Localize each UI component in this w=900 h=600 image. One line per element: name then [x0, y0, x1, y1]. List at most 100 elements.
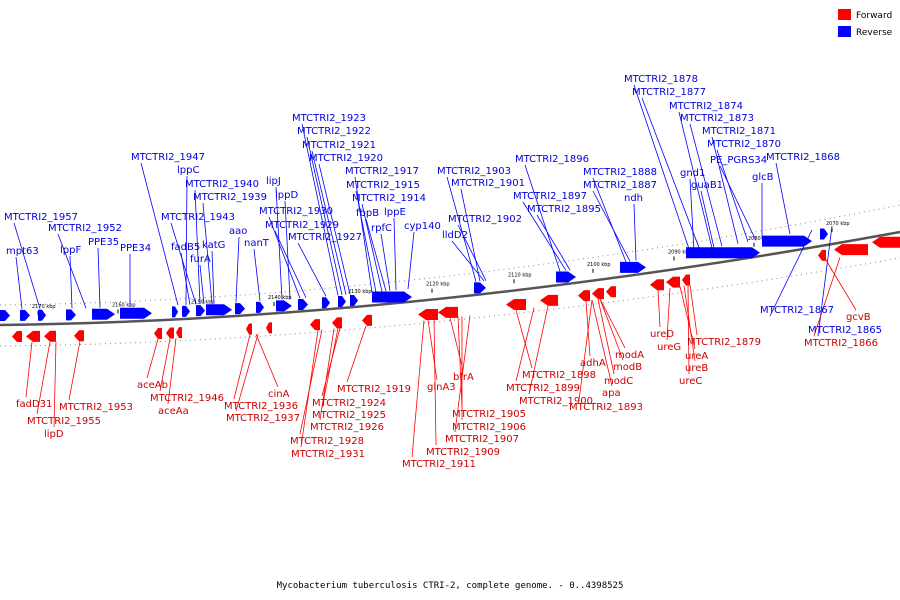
forward-gene-arrow [834, 244, 868, 256]
gene-label-mtctri2-1888: MTCTRI2_1888 [583, 167, 657, 178]
gene-label-lppf: lppF [60, 245, 81, 256]
tick-label: 2110 kbp [508, 272, 532, 278]
reverse-gene-arrow [92, 308, 115, 320]
forward-gene-arrow [682, 274, 690, 286]
forward-gene-arrow [362, 314, 372, 326]
gene-label-mtctri2-1896: MTCTRI2_1896 [515, 154, 589, 165]
leader-line [536, 214, 571, 271]
leader-line [775, 162, 791, 235]
leader-line [301, 123, 339, 296]
leader-line [719, 165, 757, 241]
forward-gene-arrow [872, 236, 900, 248]
leader-line [411, 320, 425, 458]
legend: Forward Reverse [838, 9, 893, 38]
leader-lines [13, 84, 857, 458]
gene-label-mtctri2-1929: MTCTRI2_1929 [265, 220, 339, 231]
gene-label-katg: katG [202, 240, 225, 251]
leader-line [57, 233, 87, 309]
tick-label: 2170 kbp [32, 304, 56, 310]
forward-gene-arrow [154, 328, 162, 340]
reverse-gene-arrow [372, 291, 412, 303]
gene-label-mtctri2-1923: MTCTRI2_1923 [292, 113, 366, 124]
leader-line [68, 341, 81, 401]
gene-label-mtctri2-1953: MTCTRI2_1953 [59, 402, 133, 413]
leader-line [515, 309, 533, 369]
gene-label-mtctri2-1874: MTCTRI2_1874 [669, 101, 743, 112]
forward-gene-arrow [438, 306, 458, 318]
gene-label-fadd31: fadD31 [16, 399, 52, 410]
forward-gene-arrow [74, 330, 84, 342]
gene-label-modb: modB [613, 362, 642, 373]
leader-line [393, 217, 397, 291]
reverse-gene-arrow [0, 309, 10, 321]
leader-line [211, 250, 215, 304]
forward-gene-arrow [540, 294, 558, 306]
gene-label-mtctri2-1900: MTCTRI2_1900 [519, 396, 593, 407]
gene-label-mtctri2-1914: MTCTRI2_1914 [352, 193, 426, 204]
gene-label-mtctri2-1871: MTCTRI2_1871 [702, 126, 776, 137]
gene-label-mtctri2-1879: MTCTRI2_1879 [687, 337, 761, 348]
tick-label: 2080 kbp [748, 236, 772, 242]
leader-line [380, 233, 391, 291]
leader-line [274, 230, 307, 298]
leader-line [202, 202, 213, 304]
leader-line [687, 285, 690, 375]
leader-line [711, 136, 739, 244]
gene-label-mtctri2-1920: MTCTRI2_1920 [309, 153, 383, 164]
forward-gene-arrow [176, 327, 182, 339]
reverse-gene-arrow [196, 305, 205, 317]
gene-label-rpfc: rpfC [371, 223, 392, 234]
reverse-gene-arrow [762, 235, 812, 247]
leader-line [433, 319, 437, 446]
gene-label-mtctri2-1936: MTCTRI2_1936 [224, 401, 298, 412]
gene-labels: MTCTRI2_1957 mpt63 MTCTRI2_1952 lppF PPE35PP… [4, 74, 882, 470]
gene-label-gnd1: gnd1 [680, 168, 705, 179]
leader-line [319, 328, 335, 421]
reverse-gene-arrow [256, 301, 264, 313]
legend-forward-label: Forward [856, 11, 892, 21]
gene-label-mtctri2-1930: MTCTRI2_1930 [259, 206, 333, 217]
forward-gene-arrow [818, 249, 826, 261]
gene-label-mtctri2-1937: MTCTRI2_1937 [226, 413, 300, 424]
leader-line [318, 163, 351, 295]
forward-gene-arrow [578, 290, 590, 302]
leader-line [689, 284, 698, 336]
forward-gene-arrow [506, 299, 526, 311]
leader-line [355, 190, 377, 293]
gene-label-mtctri2-1905: MTCTRI2_1905 [452, 409, 526, 420]
tick-marks: 2170 kbp 2160 kbp 2150 kbp 2140 kbp 2130 kbp… [32, 221, 850, 315]
tick-label: 2090 kbp [668, 249, 692, 255]
gene-label-mtctri2-1955: MTCTRI2_1955 [27, 416, 101, 427]
leader-line [515, 307, 535, 382]
gene-label-mtctri2-1946: MTCTRI2_1946 [150, 393, 224, 404]
gene-label-lppd: lppD [275, 190, 298, 201]
leader-line [365, 218, 387, 292]
gene-label-guab1: guaB1 [691, 180, 723, 191]
leader-line [299, 329, 323, 435]
reverse-gene-arrow [350, 294, 358, 306]
leader-line [268, 216, 301, 299]
leader-line [597, 299, 615, 375]
leader-line [454, 315, 471, 433]
gene-label-lipd: lipD [44, 429, 64, 440]
reverse-gene-arrow [120, 307, 152, 319]
forward-gene-arrow [606, 286, 616, 298]
gene-label-mtctri2-1957: MTCTRI2_1957 [4, 212, 78, 223]
gene-label-glcb: glcB [752, 172, 774, 183]
gene-label-mtctri2-1877: MTCTRI2_1877 [632, 87, 706, 98]
leader-line [679, 286, 696, 350]
leader-line [716, 149, 749, 242]
gene-label-mtctri2-1903: MTCTRI2_1903 [437, 166, 511, 177]
gene-label-ppe35: PPE35 [88, 237, 119, 248]
reverse-gene-arrow [206, 304, 232, 316]
gene-label-mtctri2-1921: MTCTRI2_1921 [302, 140, 376, 151]
gene-label-nant: nanT [244, 238, 270, 249]
leader-line [457, 316, 463, 408]
leader-line [633, 203, 637, 261]
gene-label-pe-pgrs34: PE_PGRS34 [710, 155, 767, 166]
forward-gene-arrow [44, 330, 56, 342]
gene-label-gcvb: gcvB [846, 312, 871, 323]
leader-line [167, 338, 177, 405]
reverse-gene-arrow [172, 306, 178, 318]
gene-label-urea: ureA [685, 351, 708, 362]
